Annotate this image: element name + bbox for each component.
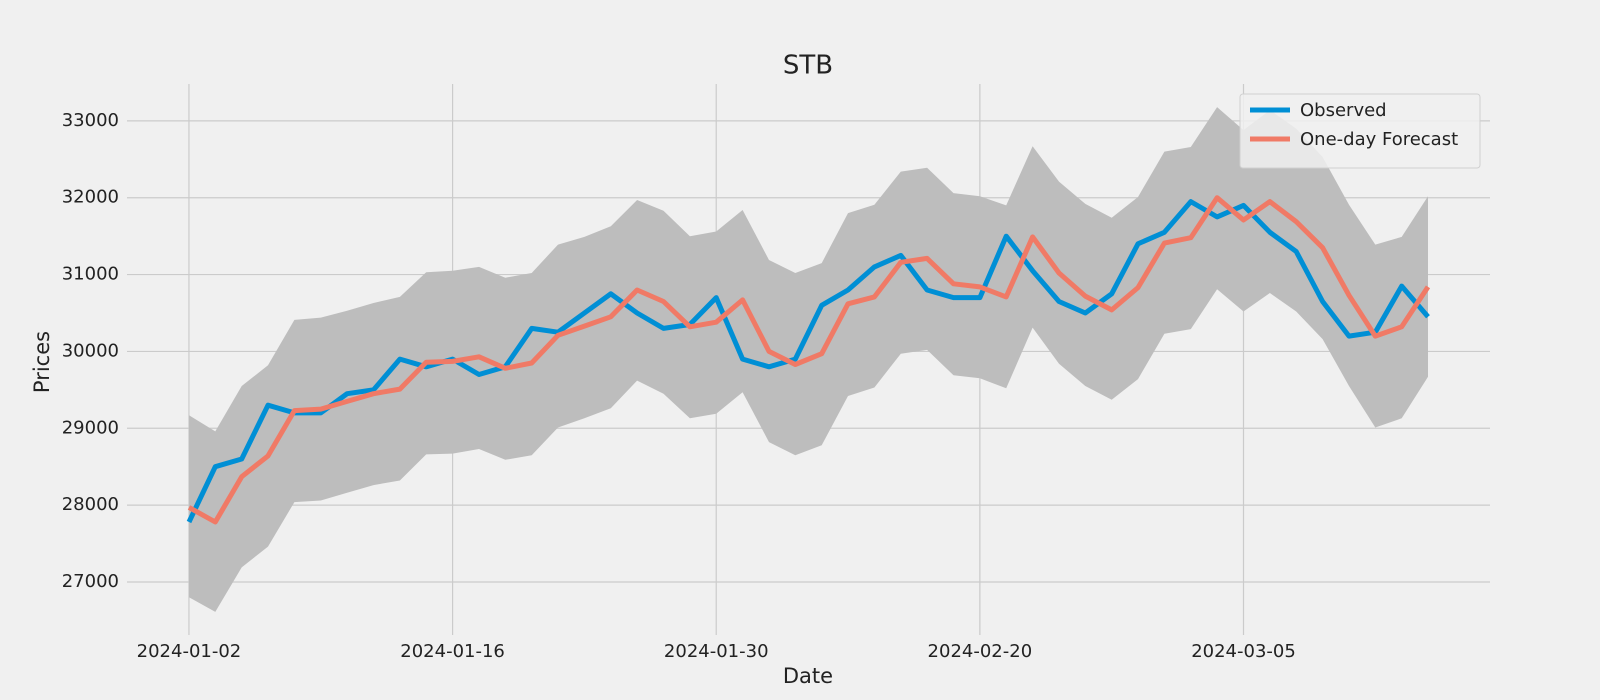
legend-box [1239, 93, 1481, 169]
legend-label: One-day Forecast [1300, 129, 1458, 150]
chart-title: STB [783, 51, 833, 81]
legend: Observed One-day Forecast [1239, 93, 1481, 169]
x-tick-label: 2024-03-05 [1191, 641, 1296, 662]
x-tick-label: 2024-02-20 [928, 641, 1033, 662]
y-tick-label: 32000 [62, 187, 119, 208]
legend-label: Observed [1300, 100, 1387, 121]
y-tick-label: 33000 [62, 110, 119, 131]
series-line [187, 195, 1431, 525]
y-tick-label: 31000 [62, 264, 119, 285]
y-tick-label: 29000 [62, 417, 119, 438]
y-axis-label: Prices [30, 331, 54, 393]
x-tick-label: 2024-01-02 [137, 641, 242, 662]
x-tick-label: 2024-01-16 [400, 641, 505, 662]
series-line [186, 199, 1430, 524]
y-tick-label: 27000 [62, 571, 119, 592]
y-tick-label: 30000 [62, 340, 119, 361]
plot-area [186, 107, 1431, 612]
y-tick-label: 28000 [62, 494, 119, 515]
x-tick-label: 2024-01-30 [664, 641, 769, 662]
x-axis-label: Date [783, 664, 833, 688]
